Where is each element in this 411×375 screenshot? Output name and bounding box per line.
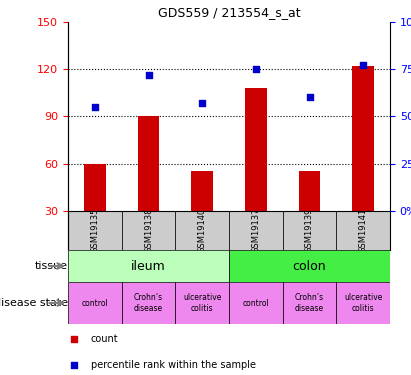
Bar — [68, 250, 229, 282]
Text: GSM19137: GSM19137 — [252, 208, 260, 253]
Bar — [175, 211, 229, 250]
Point — [252, 66, 259, 72]
Text: ulcerative
colitis: ulcerative colitis — [183, 293, 222, 313]
Text: Crohn’s
disease: Crohn’s disease — [295, 293, 324, 313]
Text: disease state: disease state — [0, 298, 68, 308]
Bar — [353, 66, 374, 211]
Bar — [84, 164, 106, 211]
Bar — [283, 211, 336, 250]
Text: GSM19138: GSM19138 — [144, 208, 153, 253]
Bar — [68, 282, 122, 324]
Text: tissue: tissue — [35, 261, 68, 271]
Title: GDS559 / 213554_s_at: GDS559 / 213554_s_at — [158, 6, 300, 20]
Point — [306, 94, 313, 100]
Bar — [175, 282, 229, 324]
Point — [92, 104, 98, 110]
Bar — [122, 211, 175, 250]
Bar — [336, 211, 390, 250]
Text: percentile rank within the sample: percentile rank within the sample — [90, 360, 256, 370]
Point — [71, 362, 78, 368]
Text: Crohn’s
disease: Crohn’s disease — [134, 293, 163, 313]
Point — [71, 336, 78, 342]
Text: GSM19140: GSM19140 — [198, 208, 207, 253]
Point — [145, 72, 152, 78]
Bar — [192, 171, 213, 211]
Point — [360, 62, 367, 68]
Text: ileum: ileum — [131, 260, 166, 273]
Text: GSM19141: GSM19141 — [359, 208, 368, 253]
Point — [199, 100, 206, 106]
Bar — [138, 116, 159, 211]
Text: GSM19135: GSM19135 — [90, 208, 99, 253]
Bar — [229, 282, 283, 324]
Bar — [122, 282, 175, 324]
Text: ulcerative
colitis: ulcerative colitis — [344, 293, 382, 313]
Bar — [229, 250, 390, 282]
Bar — [299, 171, 320, 211]
Bar — [336, 282, 390, 324]
Text: GSM19139: GSM19139 — [305, 208, 314, 253]
Text: control: control — [81, 298, 108, 307]
Text: colon: colon — [293, 260, 326, 273]
Bar — [245, 88, 267, 211]
Bar — [283, 282, 336, 324]
Text: control: control — [242, 298, 269, 307]
Text: count: count — [90, 334, 118, 344]
Bar — [68, 211, 122, 250]
Bar — [229, 211, 283, 250]
